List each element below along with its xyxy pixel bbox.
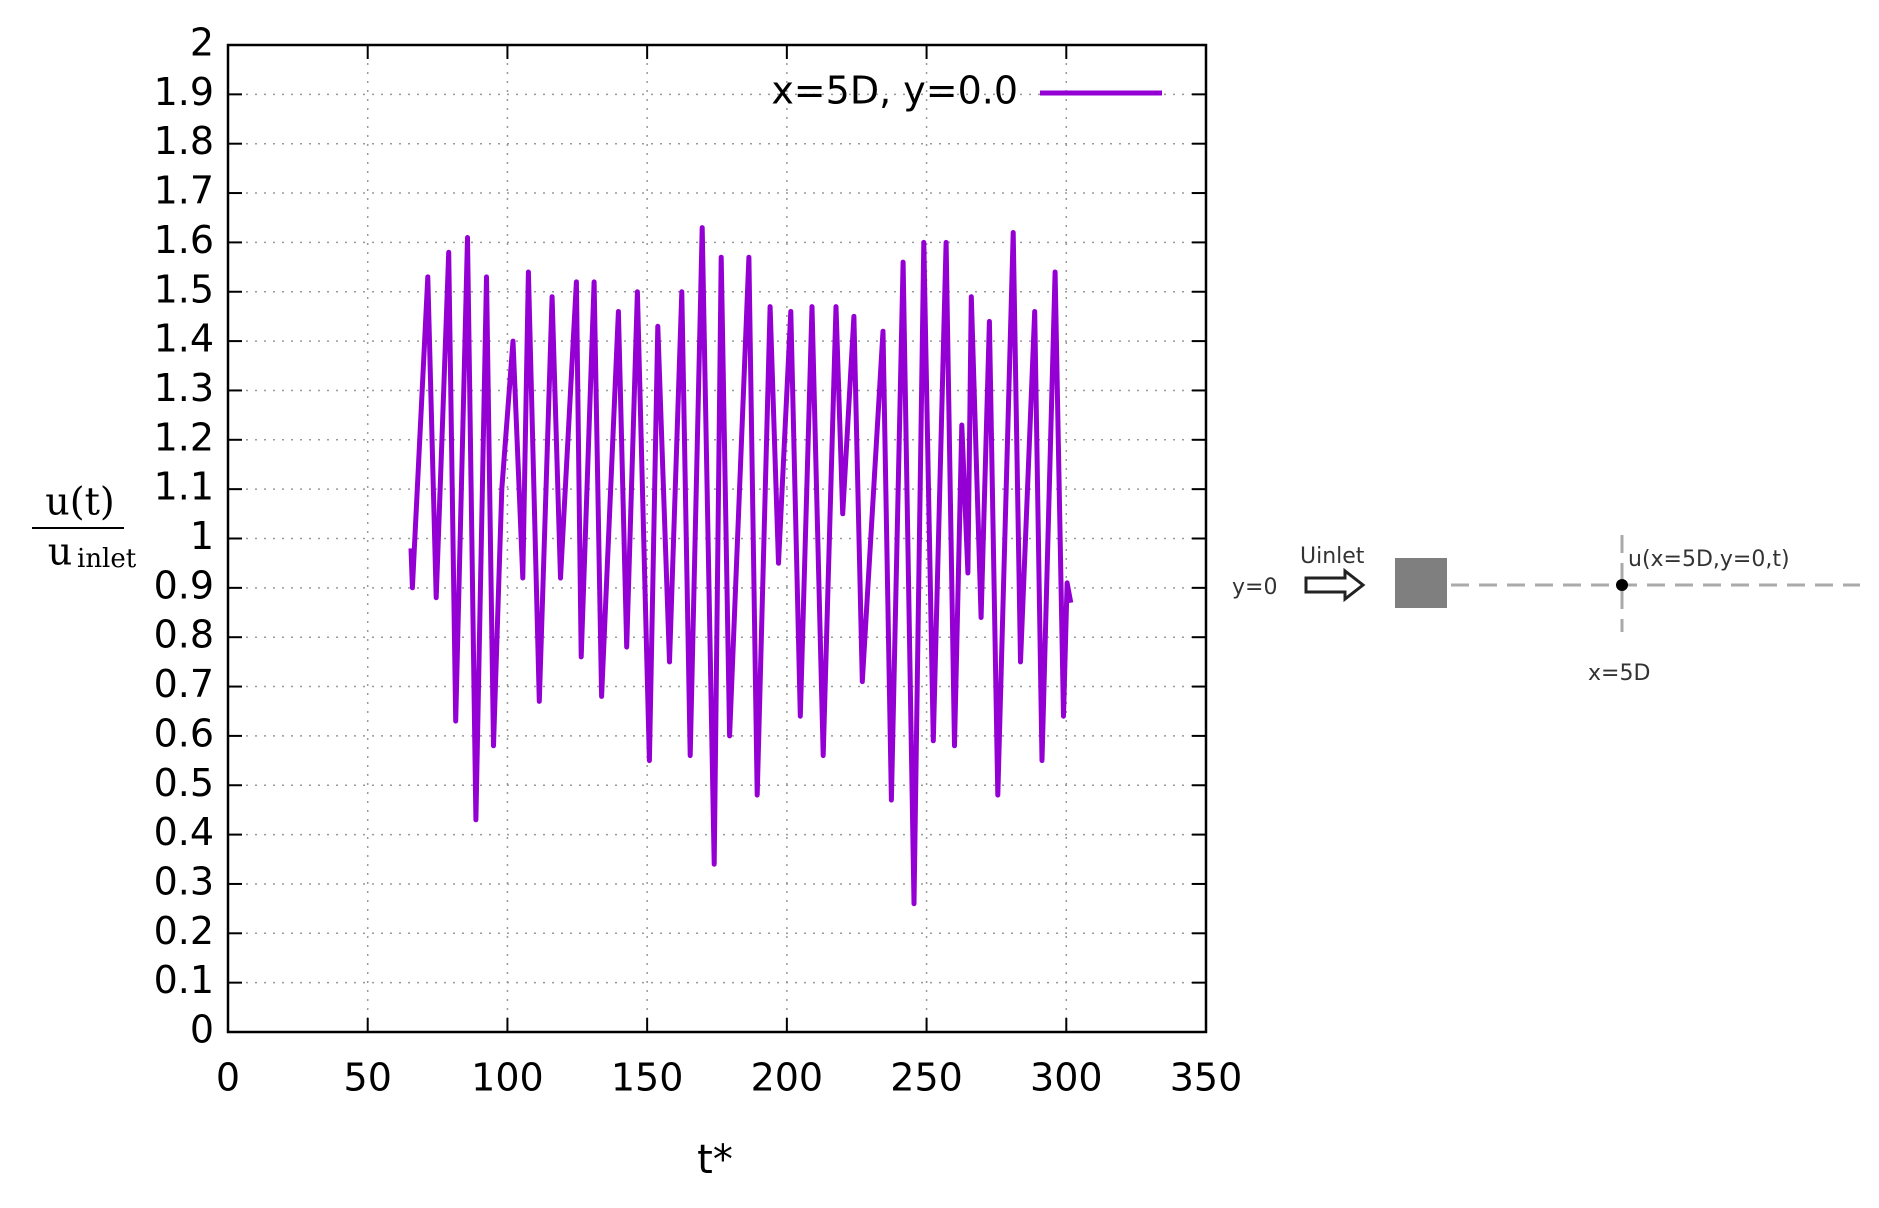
inlet-arrow	[1304, 567, 1366, 603]
x-tick-label: 150	[611, 1056, 684, 1100]
y-tick-label: 1.4	[154, 317, 214, 361]
y-tick-label: 1.1	[154, 465, 214, 509]
y-label-numerator: u(t)	[45, 480, 114, 524]
y-tick-label: 1.9	[154, 70, 214, 114]
x-tick-label: 0	[216, 1056, 240, 1100]
y-tick-label: 0.3	[154, 859, 214, 903]
data-line	[408, 225, 1074, 907]
annotation: y=0	[1232, 575, 1277, 600]
y-tick-label: 1.7	[154, 169, 214, 213]
probe-point	[1616, 579, 1628, 591]
y-tick-label: 0.6	[154, 711, 214, 755]
y-tick-label: 0.5	[154, 761, 214, 805]
y-tick-label: 1.8	[154, 119, 214, 163]
square-obstacle	[1395, 558, 1447, 608]
y-tick-label: 1.6	[154, 218, 214, 262]
x-tick-label: 50	[344, 1056, 392, 1100]
x-tick-label: 100	[471, 1056, 544, 1100]
y-tick-label: 0.4	[154, 810, 214, 854]
x-tick-label: 200	[751, 1056, 824, 1100]
y-tick-label: 0.8	[154, 613, 214, 657]
y-tick-label: 1.2	[154, 415, 214, 459]
y-tick-label: 1.5	[154, 267, 214, 311]
y-label-denominator: u	[48, 530, 72, 574]
legend-label: x=5D, y=0.0	[771, 69, 1018, 113]
annotation: x=5D	[1588, 661, 1650, 686]
annotation: Uinlet	[1300, 544, 1365, 569]
x-tick-label: 350	[1170, 1056, 1243, 1100]
annotation: u(x=5D,y=0,t)	[1628, 547, 1790, 572]
diagram: y=0 Uinlet u(x=5D,y=0,t) x=5D	[1232, 535, 1860, 686]
y-label-subscript: inlet	[77, 544, 137, 574]
y-tick-label: 0.1	[154, 958, 214, 1002]
y-tick-label: 2	[190, 21, 214, 65]
y-tick-label: 0.9	[154, 563, 214, 607]
x-tick-label: 250	[890, 1056, 963, 1100]
y-tick-label: 0	[190, 1008, 214, 1052]
y-tick-label: 0.7	[154, 662, 214, 706]
x-tick-label: 300	[1030, 1056, 1103, 1100]
y-tick-label: 0.2	[154, 909, 214, 953]
y-tick-label: 1.3	[154, 366, 214, 410]
y-axis-label: u(t) u inlet	[32, 480, 137, 574]
plot-frame	[226, 43, 1208, 1034]
y-tick-label: 1	[190, 514, 214, 558]
x-axis-label: t*	[697, 1137, 733, 1183]
